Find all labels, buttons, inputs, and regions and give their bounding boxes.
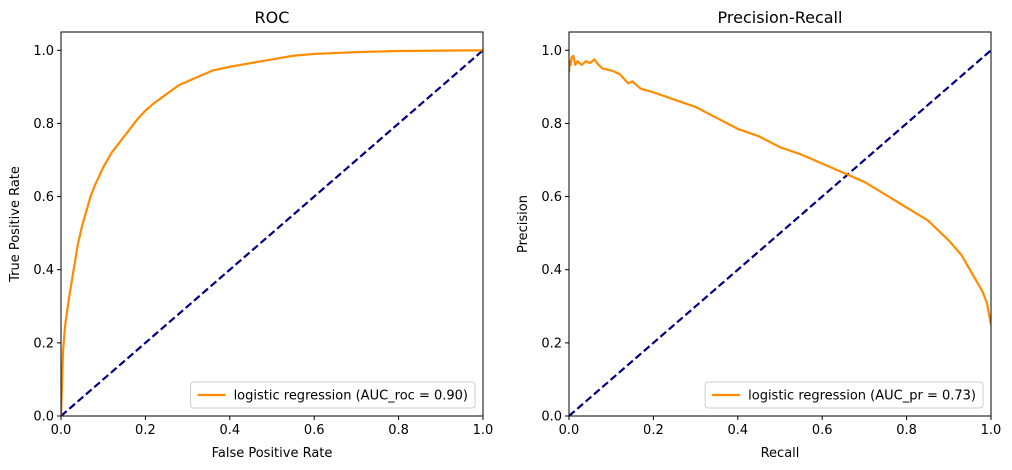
legend: logistic regression (AUC_roc = 0.90)	[190, 381, 476, 409]
legend-label: logistic regression (AUC_roc = 0.90)	[234, 389, 468, 404]
y-tick-label: 0.2	[33, 336, 54, 351]
x-tick-label: 1.0	[981, 423, 1002, 438]
y-tick-label: 0.0	[541, 410, 562, 425]
y-tick-label: 1.0	[33, 44, 54, 59]
y-tick-label: 0.6	[541, 190, 562, 205]
chance-line	[61, 49, 483, 416]
y-axis-label: Precision	[516, 195, 531, 253]
chart-precision-recall: 0.0 0.2 0.4 0.6 0.8 1.0 0.0 0.2 0.4 0.6 0.8 1.0 Prec…	[516, 8, 1001, 461]
series-line	[61, 49, 483, 416]
y-axis-label: True Positive Rate	[8, 166, 23, 283]
chart-roc: 0.0 0.2 0.4 0.6 0.8 1.0 0.0 0.2 0.4 0.6 0.8 1.0 ROC F…	[8, 8, 493, 461]
x-tick-label: 0.2	[643, 423, 664, 438]
y-tick-label: 0.6	[33, 190, 54, 205]
legend-box	[190, 381, 476, 409]
y-tick-label: 0.0	[33, 410, 54, 425]
x-tick-label: 0.2	[135, 423, 156, 438]
x-axis-label: False Positive Rate	[212, 446, 333, 461]
chart-title: Precision-Recall	[718, 8, 843, 27]
legend-label: logistic regression (AUC_pr = 0.73)	[748, 389, 976, 404]
x-tick-label: 0.0	[559, 423, 580, 438]
y-tick-label: 0.8	[33, 117, 54, 132]
y-tick-label: 0.4	[33, 263, 54, 278]
x-tick-label: 0.6	[304, 423, 325, 438]
y-tick-label: 1.0	[541, 44, 562, 59]
axes-frame	[60, 31, 484, 417]
x-tick-label: 0.4	[219, 423, 240, 438]
x-tick-label: 1.0	[473, 423, 494, 438]
x-axis-label: Recall	[761, 446, 800, 461]
chart-title: ROC	[255, 8, 290, 27]
y-tick-label: 0.8	[541, 117, 562, 132]
y-tick-label: 0.4	[541, 263, 562, 278]
series-line	[569, 54, 991, 325]
legend: logistic regression (AUC_pr = 0.73)	[704, 381, 984, 409]
axes-frame	[568, 31, 992, 417]
chance-line	[569, 49, 991, 416]
x-tick-label: 0.8	[388, 423, 409, 438]
chart-panels: 0.0 0.2 0.4 0.6 0.8 1.0 0.0 0.2 0.4 0.6 0.8 1.0 ROC F…	[8, 8, 1001, 461]
legend-box	[704, 381, 984, 409]
x-tick-label: 0.6	[812, 423, 833, 438]
x-tick-label: 0.8	[896, 423, 917, 438]
x-tick-label: 0.4	[727, 423, 748, 438]
x-tick-label: 0.0	[51, 423, 72, 438]
y-tick-label: 0.2	[541, 336, 562, 351]
